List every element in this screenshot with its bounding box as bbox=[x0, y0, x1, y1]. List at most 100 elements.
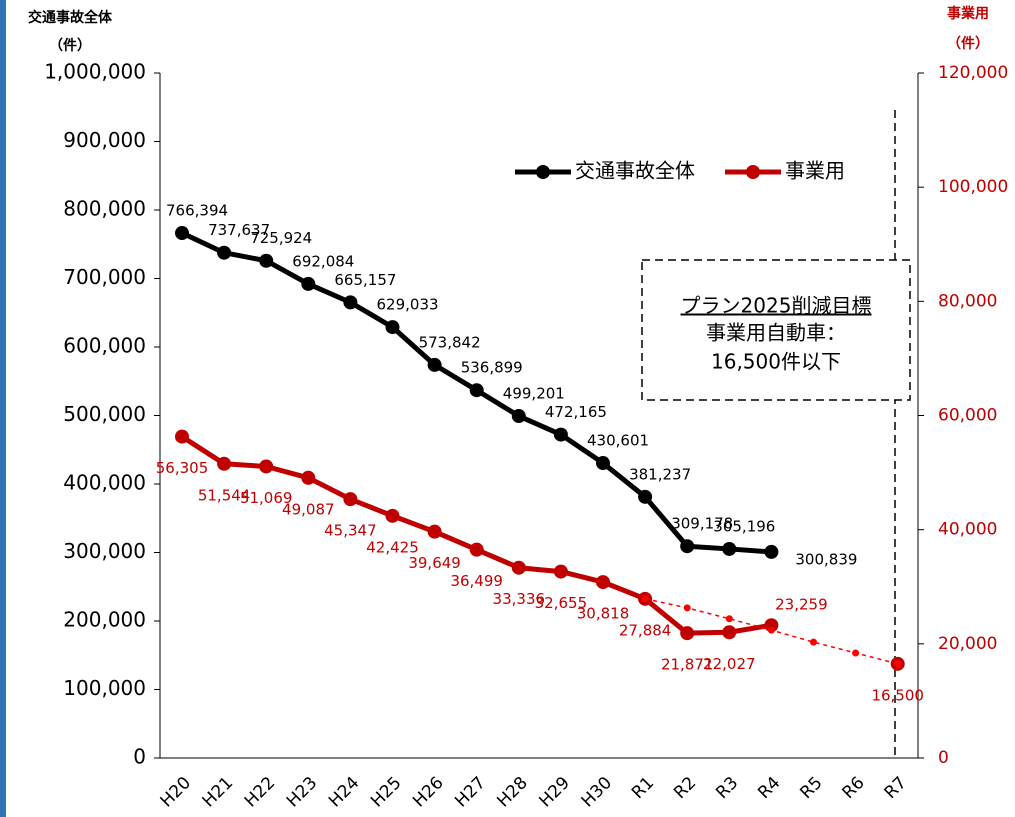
point bbox=[175, 429, 189, 444]
trend-point bbox=[894, 660, 902, 668]
y-tick-label: 700,000 bbox=[63, 265, 146, 289]
data-label: 430,601 bbox=[587, 432, 649, 450]
x-tick-label: H22 bbox=[241, 773, 279, 811]
y-axis-title: 交通事故全体 bbox=[28, 9, 113, 26]
x-tick-label: H23 bbox=[283, 773, 321, 811]
data-label: 22,027 bbox=[703, 655, 756, 673]
x-tick-label: H30 bbox=[578, 773, 616, 811]
x-tick-label: H26 bbox=[409, 773, 447, 811]
data-label: 23,259 bbox=[775, 596, 828, 614]
point bbox=[680, 626, 695, 641]
y-tick-label: 100,000 bbox=[63, 676, 146, 700]
trend-point bbox=[767, 626, 775, 634]
data-label: 49,087 bbox=[282, 500, 335, 518]
y2-tick-label: 0 bbox=[938, 748, 949, 768]
data-label: 305,196 bbox=[713, 517, 775, 535]
point bbox=[511, 560, 526, 575]
data-label: 499,201 bbox=[503, 385, 565, 403]
y-tick-label: 300,000 bbox=[63, 539, 146, 563]
point bbox=[553, 564, 568, 579]
data-label: 472,165 bbox=[545, 403, 607, 421]
x-tick-label: R4 bbox=[754, 773, 784, 803]
data-label: 725,924 bbox=[250, 229, 312, 247]
x-tick-label: R2 bbox=[670, 773, 700, 803]
point bbox=[385, 320, 400, 335]
y-tick-label: 200,000 bbox=[63, 608, 146, 632]
data-label: 42,425 bbox=[366, 538, 419, 556]
data-label: 536,899 bbox=[461, 359, 523, 377]
legend-label: 交通事故全体 bbox=[575, 159, 695, 183]
data-label: 381,237 bbox=[629, 465, 691, 483]
x-tick-label: H24 bbox=[325, 773, 363, 811]
trend-point bbox=[810, 638, 817, 646]
x-tick-label: R3 bbox=[712, 773, 742, 803]
data-label: 309,178 bbox=[671, 515, 733, 533]
data-label: 766,394 bbox=[166, 202, 228, 220]
legend-marker bbox=[536, 165, 550, 179]
annotation-box bbox=[641, 259, 911, 401]
point bbox=[301, 470, 316, 485]
y2-tick-label: 120,000 bbox=[938, 63, 1008, 83]
annotation-line: 事業用自動車： bbox=[706, 321, 846, 345]
series-line bbox=[182, 437, 898, 664]
point bbox=[385, 508, 400, 523]
point bbox=[469, 542, 484, 557]
point bbox=[511, 409, 526, 424]
data-label: 16,500 bbox=[871, 686, 924, 704]
x-tick-label: H21 bbox=[199, 773, 237, 811]
trend-point bbox=[641, 595, 649, 603]
point bbox=[343, 295, 358, 310]
y-tick-label: 800,000 bbox=[63, 197, 146, 221]
data-label: 33,336 bbox=[493, 590, 546, 608]
data-label: 300,839 bbox=[795, 550, 857, 568]
y2-tick-label: 100,000 bbox=[938, 177, 1008, 197]
data-label: 737,637 bbox=[208, 221, 270, 239]
x-tick-label: R6 bbox=[839, 773, 869, 803]
legend-marker bbox=[746, 165, 760, 179]
point bbox=[217, 456, 232, 471]
point bbox=[469, 383, 484, 398]
x-tick-label: R5 bbox=[796, 773, 826, 803]
point bbox=[259, 459, 274, 474]
y2-tick-label: 80,000 bbox=[938, 291, 997, 311]
data-label: 30,818 bbox=[577, 605, 630, 623]
point bbox=[764, 618, 779, 633]
data-label: 21,871 bbox=[661, 656, 714, 674]
point bbox=[722, 541, 737, 556]
data-label: 573,842 bbox=[419, 333, 481, 351]
data-label: 39,649 bbox=[408, 554, 461, 572]
y-tick-label: 500,000 bbox=[63, 402, 146, 426]
point bbox=[427, 357, 442, 372]
data-label: 51,544 bbox=[198, 486, 251, 504]
x-tick-label: R7 bbox=[881, 773, 911, 803]
point bbox=[259, 253, 274, 268]
y2-axis-unit: （件） bbox=[947, 35, 989, 52]
data-label: 51,069 bbox=[240, 489, 293, 507]
y-tick-label: 900,000 bbox=[63, 128, 146, 152]
y2-tick-label: 40,000 bbox=[938, 520, 997, 540]
data-label: 665,157 bbox=[334, 271, 396, 289]
point bbox=[764, 544, 779, 559]
y2-tick-label: 20,000 bbox=[938, 634, 997, 654]
y2-axis-title: 事業用 bbox=[947, 5, 989, 22]
point bbox=[343, 492, 358, 507]
point bbox=[722, 625, 737, 640]
point bbox=[301, 276, 316, 291]
point bbox=[596, 575, 610, 590]
y-axis-unit: （件） bbox=[49, 37, 91, 54]
annotation-title: プラン2025削減目標 bbox=[681, 294, 872, 318]
point bbox=[638, 489, 653, 504]
trend-point bbox=[852, 649, 860, 657]
y-tick-label: 0 bbox=[133, 745, 146, 769]
data-label: 629,033 bbox=[377, 296, 439, 314]
trend-point bbox=[683, 604, 691, 612]
side-strip bbox=[0, 0, 6, 817]
data-label: 45,347 bbox=[324, 522, 377, 540]
point bbox=[217, 245, 232, 260]
x-tick-label: H28 bbox=[493, 773, 531, 811]
data-label: 56,305 bbox=[156, 459, 209, 477]
x-tick-label: R1 bbox=[628, 773, 658, 803]
legend-label: 事業用 bbox=[785, 159, 845, 183]
x-tick-label: H27 bbox=[451, 773, 489, 811]
